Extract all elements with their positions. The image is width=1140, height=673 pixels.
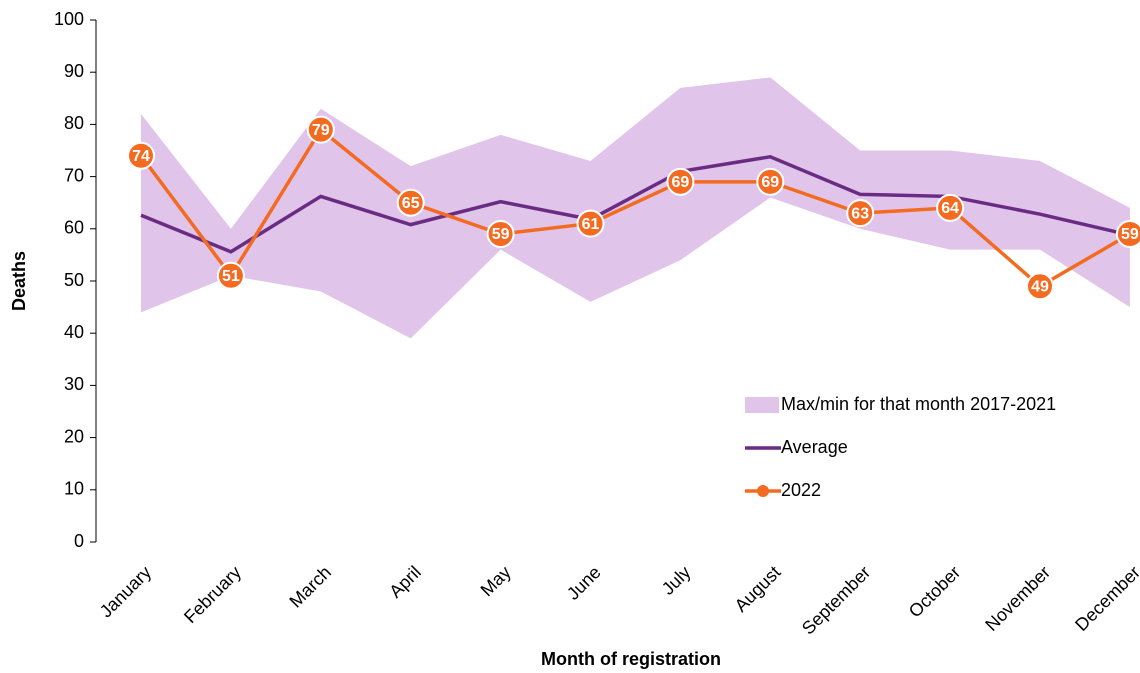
data-label: 49 [1031,278,1049,295]
y-tick-label: 70 [64,165,84,185]
data-label: 79 [312,122,330,139]
data-label: 69 [761,174,779,191]
y-tick-label: 40 [64,322,84,342]
data-label: 61 [582,216,600,233]
point [666,167,695,196]
y-tick-label: 0 [74,531,84,551]
legend-label: Max/min for that month 2017-2021 [781,394,1056,414]
data-label: 69 [672,174,690,191]
y-tick-label: 20 [64,426,84,446]
series-line [139,127,1131,289]
point [846,199,875,228]
point [127,141,155,170]
point [756,167,785,196]
x-tick-label: May [477,562,515,600]
average-line [140,154,1131,254]
point [1115,220,1140,249]
data-label: 65 [402,195,420,212]
data-label: 63 [851,205,869,222]
range-band [141,77,1130,339]
point [486,220,515,249]
data-label: 59 [1121,226,1139,243]
legend-label: 2022 [781,480,821,500]
x-tick-label: January [96,562,155,621]
x-tick-label: March [285,562,335,612]
x-tick-label: December [1071,562,1140,635]
y-tick-label: 30 [64,374,84,394]
y-tick-label: 50 [64,270,84,290]
x-tick-label: June [563,562,605,604]
y-tick-label: 100 [54,9,84,29]
point [396,188,425,217]
x-tick-label: November [981,562,1054,635]
data-label: 51 [222,268,240,285]
legend-swatch [745,397,779,413]
point [1026,272,1054,301]
point [216,261,245,290]
data-label: 64 [941,200,959,217]
x-tick-label: October [905,562,964,621]
x-tick-label: July [658,562,695,599]
data-label: 59 [492,226,510,243]
legend-marker [757,485,769,497]
y-tick-label: 90 [64,61,84,81]
x-tick-label: September [798,562,874,638]
x-tick-label: August [731,562,785,616]
y-tick-label: 60 [64,218,84,238]
y-axis-title: Deaths [9,251,29,311]
y-tick-label: 10 [64,479,84,499]
point [576,209,605,238]
x-tick-label: February [180,562,245,627]
y-tick-label: 80 [64,113,84,133]
x-tick-label: April [385,562,425,602]
x-axis-title: Month of registration [541,649,721,669]
point [936,193,965,222]
point [306,115,335,144]
data-label: 74 [132,148,150,165]
legend-label: Average [781,437,848,457]
